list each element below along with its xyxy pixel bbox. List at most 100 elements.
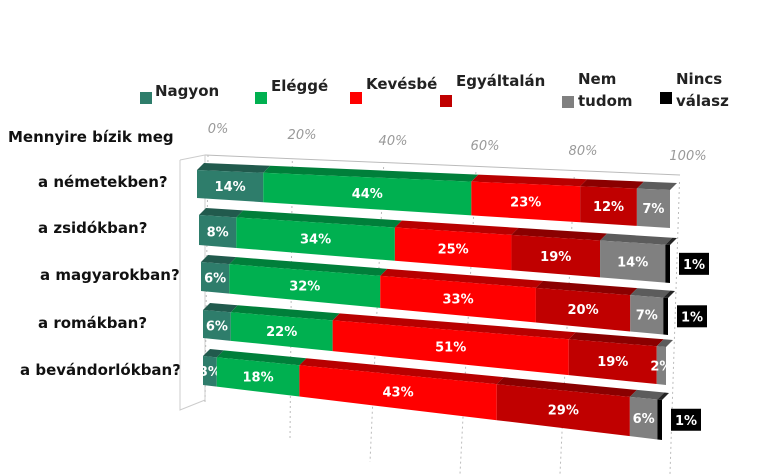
- bar-segment: [203, 356, 217, 387]
- legend-label-line: válasz: [676, 92, 729, 110]
- legend-label-line: Egyáltalán: [456, 72, 546, 90]
- data-label: 34%: [300, 232, 331, 247]
- bar-segment-top: [203, 303, 238, 313]
- bar-segment: [657, 399, 662, 440]
- data-label: 19%: [597, 355, 628, 370]
- x-tick-label: 20%: [288, 128, 317, 143]
- gridline: [459, 171, 477, 474]
- bar-segment-top: [636, 181, 677, 190]
- data-label: 25%: [438, 242, 469, 257]
- bar-segment-top: [535, 280, 638, 296]
- bar-group: 14% 44% 23% 12% 7%: [197, 163, 677, 228]
- bar-segment-top: [600, 233, 673, 245]
- bar-segment-top: [471, 174, 588, 187]
- data-label: 44%: [352, 187, 383, 202]
- bar-segment-top: [199, 208, 244, 218]
- x-tick-label: 60%: [471, 139, 500, 154]
- bar-segment-top: [394, 220, 519, 235]
- data-label: 1%: [683, 258, 705, 273]
- bar-segment: [636, 188, 670, 228]
- bar-segment: [511, 234, 601, 278]
- bar-segment: [230, 312, 333, 352]
- data-label: 3%: [199, 365, 221, 380]
- bar-segment: [496, 384, 630, 437]
- x-tick-label: 80%: [569, 144, 598, 159]
- legend-label: Nem tudom: [578, 68, 633, 112]
- bar-segment-top: [263, 165, 479, 182]
- bar-segment: [199, 215, 237, 249]
- data-label: 22%: [266, 325, 297, 340]
- legend-label-line: tudom: [578, 92, 633, 110]
- bar-segment-top: [663, 290, 675, 298]
- legend-swatch-1: [255, 92, 267, 104]
- data-label: 1%: [681, 310, 703, 325]
- legend-label-line: Nincs: [676, 70, 723, 88]
- data-label: 23%: [510, 195, 541, 210]
- x-tick-label: 40%: [379, 134, 408, 149]
- bar-segment: [471, 181, 581, 223]
- bar-segment-top: [380, 268, 543, 288]
- legend-swatch-5: [660, 92, 672, 104]
- category-label: a bevándorlókban?: [20, 361, 181, 379]
- legend-label: Kevésbé: [366, 73, 437, 95]
- bar-segment-top: [236, 210, 402, 228]
- category-label: a németekben?: [38, 173, 168, 191]
- category-label: a magyarokban?: [40, 266, 180, 284]
- data-label: 7%: [636, 309, 658, 324]
- bar-segment: [394, 227, 512, 271]
- gridline: [669, 181, 680, 474]
- bar-segment-top: [230, 305, 340, 321]
- category-label: a romákban?: [38, 314, 148, 332]
- bar-segment-top: [657, 392, 669, 400]
- data-label: 43%: [383, 386, 414, 401]
- data-label: 18%: [243, 370, 274, 385]
- data-label: 12%: [593, 200, 624, 215]
- bar-segment-top: [216, 350, 307, 366]
- bar-segment: [629, 396, 658, 440]
- question-label: Mennyire bízik meg: [8, 128, 174, 146]
- legend-label-line: Nem: [578, 70, 617, 88]
- legend-label: Nincs válasz: [676, 68, 729, 112]
- bar-segment: [263, 172, 472, 216]
- bar-segment: [663, 297, 668, 335]
- bar-group: 8% 34% 25% 19% 14% 1%: [199, 208, 709, 283]
- bar-segment-top: [568, 332, 664, 347]
- data-label-box: [679, 252, 709, 275]
- data-label: 33%: [443, 293, 474, 308]
- legend-label-line: Eléggé: [271, 77, 329, 95]
- x-tick-label: 100%: [669, 149, 706, 164]
- bar-segment: [580, 186, 637, 226]
- data-label: 7%: [642, 202, 664, 217]
- bar-segment: [229, 264, 381, 308]
- x-tick-label: 0%: [208, 122, 229, 137]
- legend-swatch-3: [440, 95, 452, 107]
- bar-segment-top: [629, 389, 665, 400]
- legend-label: Eléggé: [271, 75, 328, 97]
- bar-segment-top: [197, 163, 271, 173]
- bar-group: 6% 32% 33% 20% 7% 1%: [201, 255, 707, 335]
- bar-segment-top: [511, 227, 608, 241]
- bar-segment: [630, 295, 664, 335]
- bar-segment: [216, 357, 300, 397]
- legend-label-line: Kevésbé: [366, 75, 438, 93]
- bar-segment-top: [496, 377, 637, 397]
- x-axis-line: [204, 154, 681, 176]
- data-label-box: [671, 408, 701, 431]
- data-label: 1%: [675, 414, 697, 429]
- bar-segment: [236, 217, 395, 261]
- bar-segment: [665, 244, 670, 283]
- legend-swatch-0: [140, 92, 152, 104]
- legend-label: Nagyon: [155, 80, 219, 102]
- bar-group: 6% 22% 51% 19% 2%: [203, 303, 673, 385]
- bar-segment: [535, 287, 631, 332]
- bar-segment-top: [229, 257, 388, 276]
- legend-label-line: Nagyon: [155, 82, 220, 100]
- data-label: 14%: [215, 180, 246, 195]
- bar-segment-top: [201, 255, 237, 265]
- bar-segment: [656, 346, 666, 385]
- data-label-box: [677, 305, 707, 328]
- bar-segment-top: [203, 349, 224, 358]
- data-label: 20%: [568, 303, 599, 318]
